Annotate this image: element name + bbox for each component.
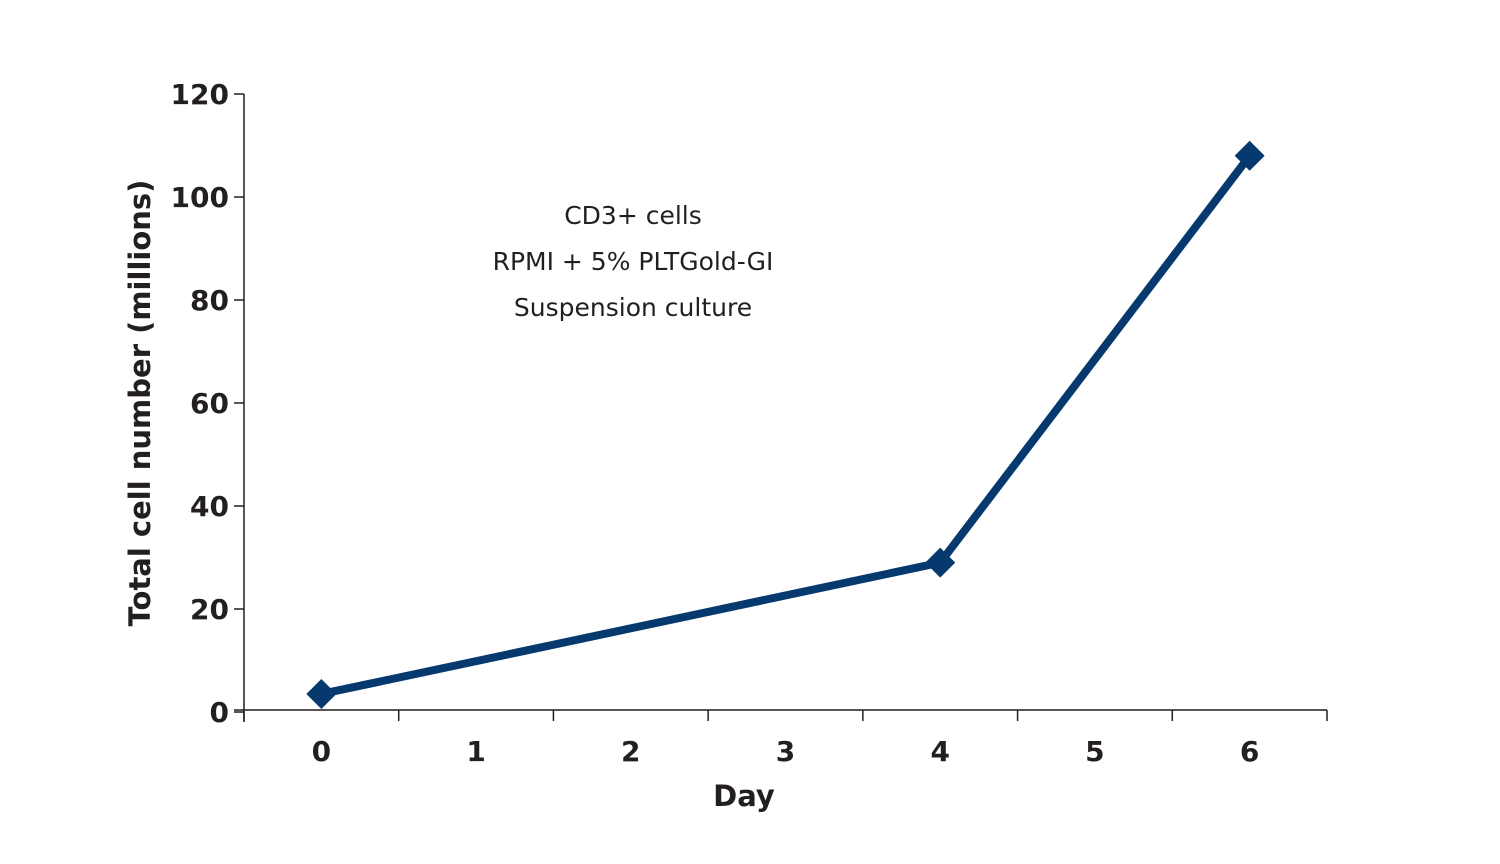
x-tick-label: 4 <box>930 735 949 768</box>
y-tick-label: 100 <box>171 181 229 214</box>
diamond-marker <box>306 678 337 709</box>
x-tick-label: 1 <box>466 735 485 768</box>
y-tick-label: 20 <box>190 593 229 626</box>
x-tick-label: 5 <box>1085 735 1104 768</box>
x-tick-label: 3 <box>776 735 795 768</box>
annotation-block: CD3+ cells RPMI + 5% PLTGold-GI Suspensi… <box>493 201 774 322</box>
y-tick-label: 60 <box>190 387 229 420</box>
diamond-marker <box>1234 140 1265 171</box>
y-axis: 0 20 40 60 80 100 120 <box>171 78 245 729</box>
y-axis-title: Total cell number (millions) <box>123 180 157 627</box>
annotation-line-3: Suspension culture <box>514 293 752 322</box>
series-line <box>320 153 1253 698</box>
diamond-marker <box>925 547 956 578</box>
x-tick-label: 2 <box>621 735 640 768</box>
y-tick-label: 80 <box>190 284 229 317</box>
annotation-line-2: RPMI + 5% PLTGold-GI <box>493 247 774 276</box>
x-axis: 0 1 2 3 4 5 6 <box>234 709 1328 768</box>
data-series <box>306 140 1265 709</box>
x-tick-label: 6 <box>1240 735 1259 768</box>
x-tick-label: 0 <box>312 735 331 768</box>
y-tick-label: 0 <box>210 696 229 729</box>
annotation-line-1: CD3+ cells <box>564 201 702 230</box>
y-tick-label: 40 <box>190 490 229 523</box>
y-tick-label: 120 <box>171 78 229 111</box>
x-axis-title: Day <box>713 779 775 813</box>
